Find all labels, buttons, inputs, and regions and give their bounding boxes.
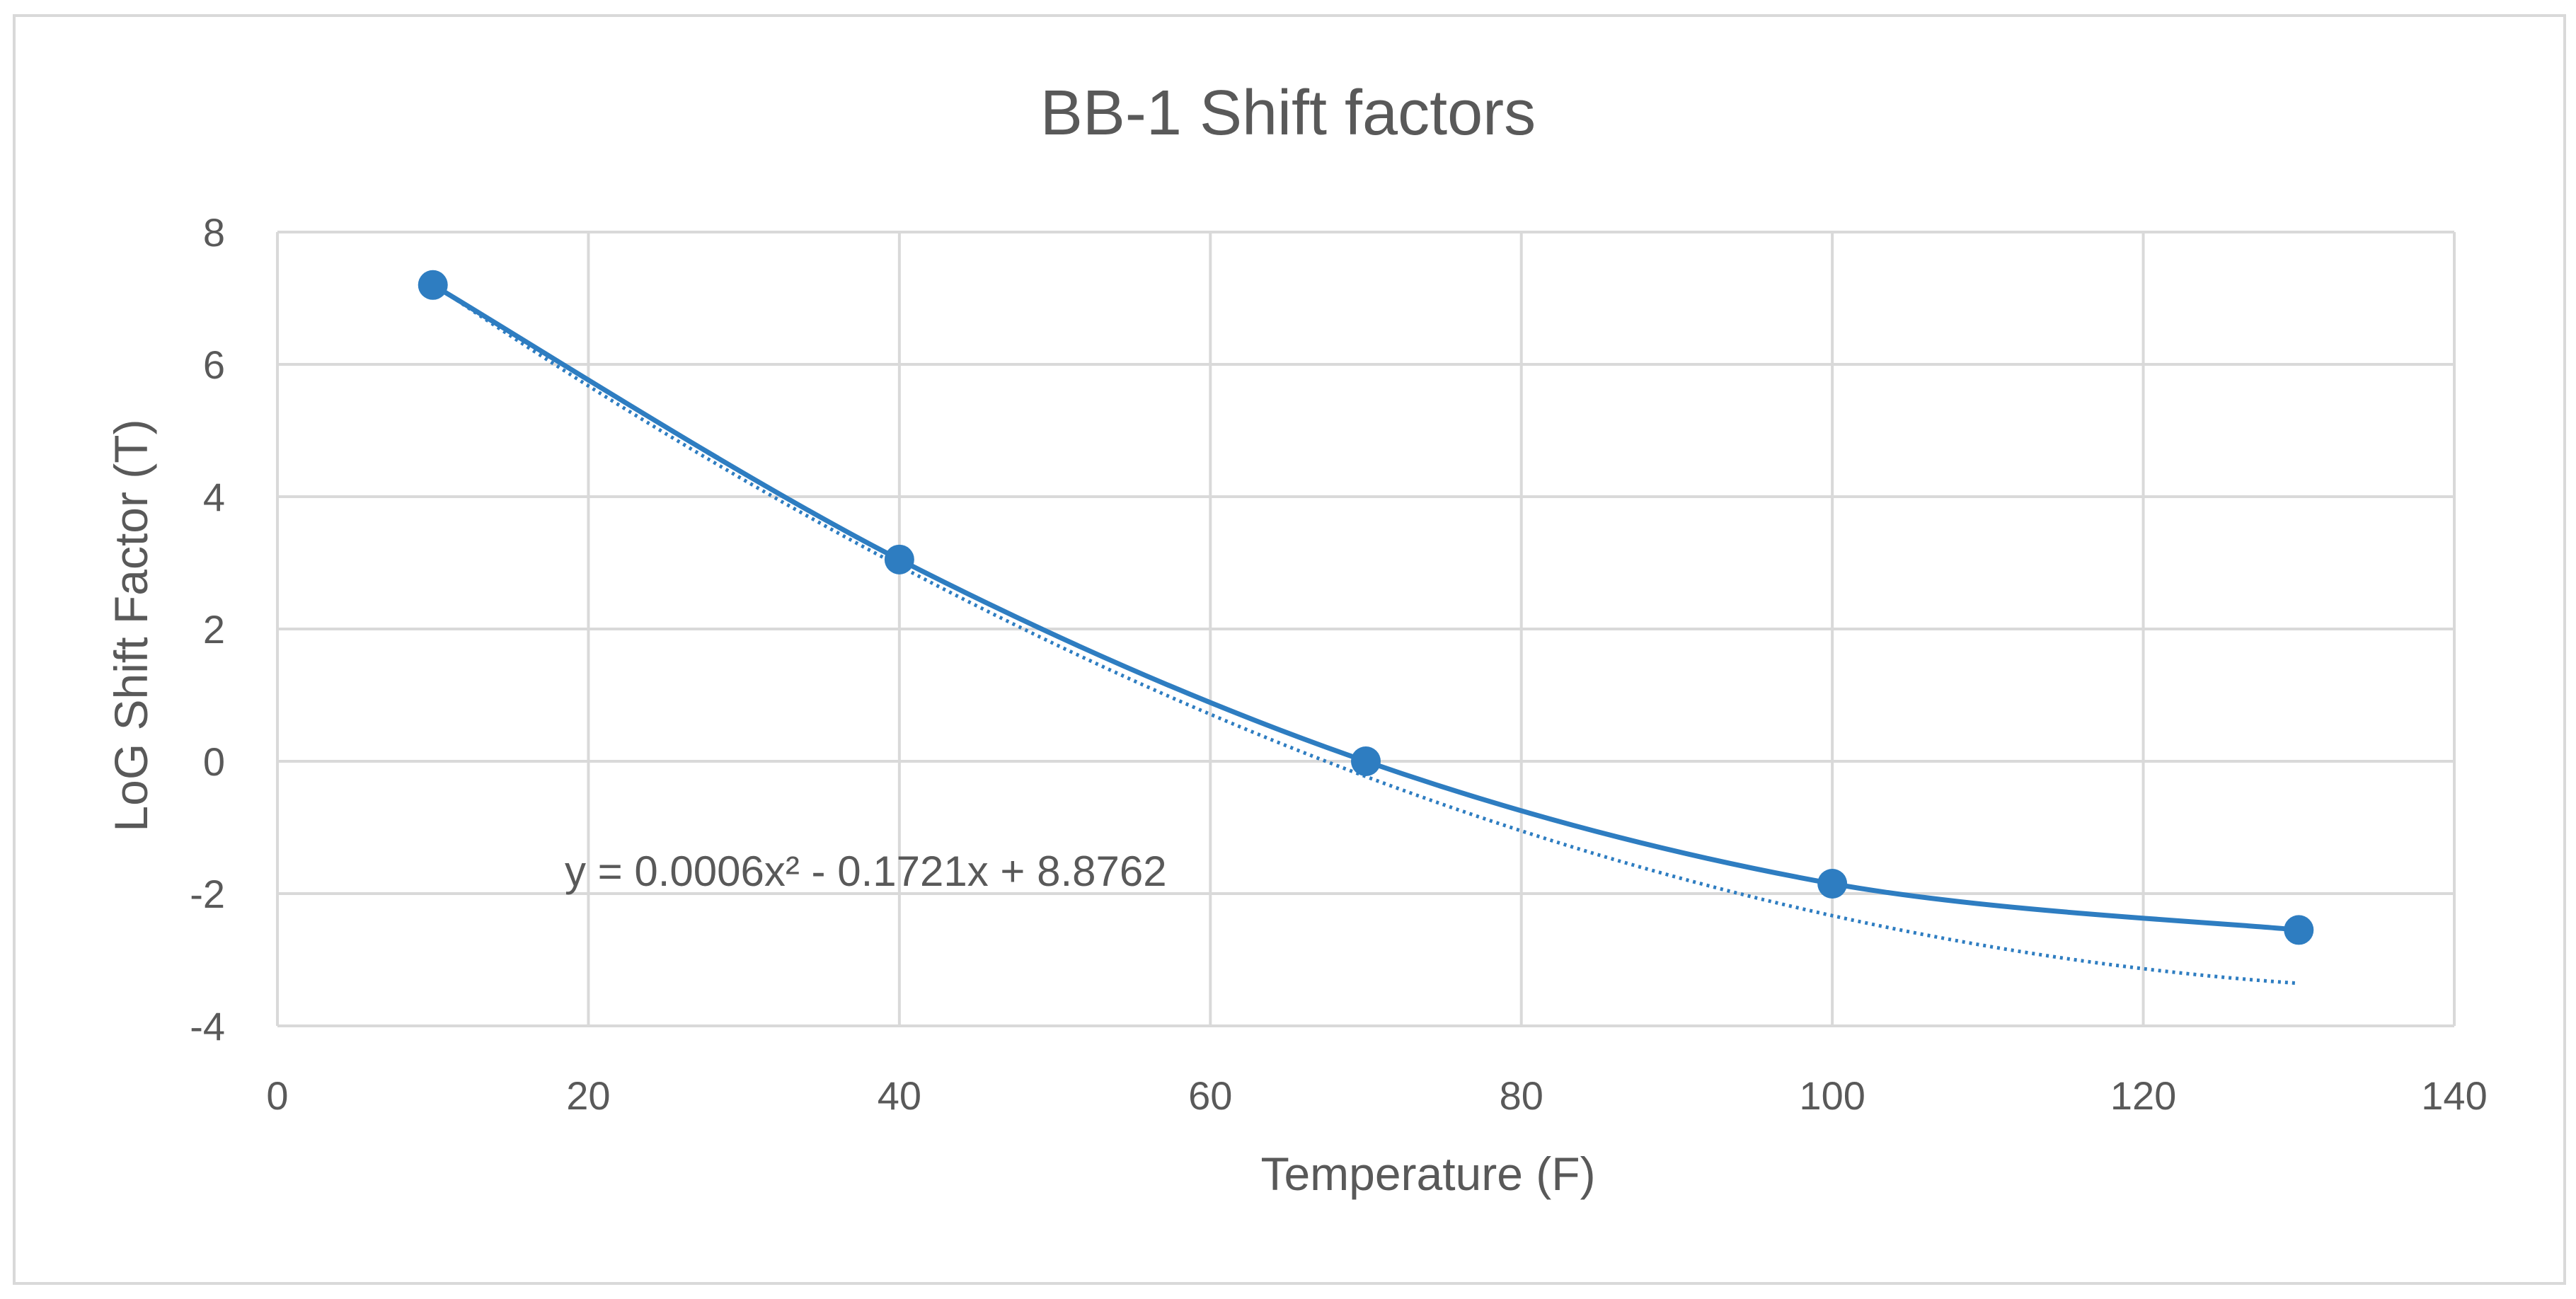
data-point [1351,746,1381,776]
x-axis-label: Temperature (F) [1260,1148,1595,1200]
x-tick-label: 120 [2110,1073,2176,1118]
chart-frame [13,14,2566,1285]
data-point [2284,915,2314,945]
y-tick-label: 2 [203,607,225,652]
x-tick-label: 140 [2421,1073,2487,1118]
x-tick-label: 60 [1188,1073,1232,1118]
x-tick-labels: 0 20 40 60 80 100 120 140 [266,1073,2487,1118]
y-tick-labels: -4 -2 0 2 4 6 8 [190,210,225,1049]
y-tick-label: 6 [203,342,225,387]
data-point [418,270,448,300]
data-point [1817,868,1848,899]
gridlines [276,231,2456,1027]
y-axis-label: LoG Shift Factor (T) [105,419,157,831]
y-tick-label: 8 [203,210,225,255]
trendline-equation: y = 0.0006x² - 0.1721x + 8.8762 [565,848,1167,895]
data-point [884,544,914,575]
x-tick-label: 100 [1799,1073,1865,1118]
x-tick-label: 0 [266,1073,288,1118]
y-tick-label: -4 [190,1004,225,1049]
x-tick-label: 20 [566,1073,610,1118]
x-tick-label: 80 [1500,1073,1543,1118]
x-tick-label: 40 [878,1073,921,1118]
chart-title: BB-1 Shift factors [1040,78,1536,149]
data-points [418,270,2314,945]
y-tick-label: -2 [190,872,225,916]
y-tick-label: 4 [203,475,225,519]
y-tick-label: 0 [203,739,225,784]
series-line [431,282,2299,933]
